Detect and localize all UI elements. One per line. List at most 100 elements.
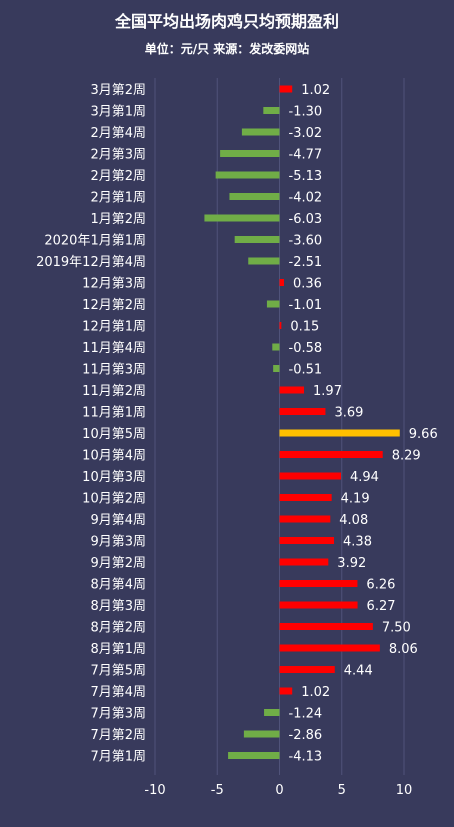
category-label-19: 10月第2周	[82, 492, 146, 507]
value-label-17: 8.29	[392, 449, 421, 464]
bar-4	[215, 171, 280, 179]
bar-18	[279, 472, 342, 480]
category-label-17: 10月第4周	[82, 449, 146, 464]
bar-6	[204, 214, 280, 222]
category-label-8: 2019年12月第4周	[36, 255, 146, 270]
bar-15	[279, 408, 326, 415]
value-label-24: 6.27	[367, 599, 396, 614]
category-label-14: 11月第2周	[82, 384, 146, 399]
value-label-27: 4.44	[344, 664, 373, 679]
value-label-21: 4.38	[343, 535, 372, 550]
category-label-25: 8月第2周	[90, 621, 146, 636]
bar-14	[279, 386, 305, 394]
value-label-25: 7.50	[382, 621, 411, 636]
category-label-7: 2020年1月第1周	[44, 234, 146, 249]
bar-29	[264, 709, 280, 716]
bar-13	[273, 365, 280, 372]
category-label-1: 3月第1周	[90, 105, 146, 120]
category-label-12: 11月第4周	[82, 341, 146, 356]
category-label-4: 2月第2周	[90, 169, 146, 184]
value-label-3: -4.77	[289, 148, 323, 163]
bar-2	[241, 128, 280, 136]
category-label-22: 9月第2周	[90, 556, 146, 571]
value-label-7: -3.60	[289, 234, 323, 249]
x-tick-label-0: -10	[144, 783, 165, 798]
bar-5	[229, 193, 280, 200]
category-label-11: 12月第1周	[82, 320, 146, 335]
value-label-8: -2.51	[289, 255, 323, 270]
bar-19	[279, 494, 332, 501]
x-tick-label-4: 10	[396, 783, 413, 798]
value-label-13: -0.51	[289, 363, 323, 378]
x-tick-label-2: 0	[275, 783, 283, 798]
value-label-9: 0.36	[293, 277, 322, 292]
bar-9	[279, 279, 284, 286]
value-label-5: -4.02	[289, 191, 323, 206]
category-label-10: 12月第2周	[82, 298, 146, 313]
x-tick-label-3: 5	[338, 783, 346, 798]
category-label-23: 8月第4周	[90, 578, 146, 593]
value-label-12: -0.58	[289, 341, 323, 356]
category-label-3: 2月第3周	[90, 148, 146, 163]
category-label-0: 3月第2周	[90, 83, 146, 98]
chart-subtitle: 单位：元/只 来源：发改委网站	[144, 42, 310, 56]
category-label-16: 10月第5周	[82, 427, 146, 442]
x-tick-label-1: -5	[211, 783, 224, 798]
bar-10	[266, 300, 280, 308]
value-label-29: -1.24	[289, 707, 323, 722]
bar-3	[220, 150, 280, 157]
bar-20	[279, 515, 331, 523]
category-label-15: 11月第1周	[82, 406, 146, 421]
value-label-23: 6.26	[366, 578, 395, 593]
category-label-6: 1月第2周	[90, 212, 146, 227]
bar-23	[279, 580, 358, 587]
bar-27	[279, 666, 335, 673]
category-label-28: 7月第4周	[90, 685, 146, 700]
bar-16	[279, 429, 400, 437]
value-label-26: 8.06	[389, 642, 418, 657]
category-label-26: 8月第1周	[90, 642, 146, 657]
bar-24	[279, 601, 358, 609]
bar-7	[234, 236, 280, 243]
value-label-2: -3.02	[289, 126, 323, 141]
bar-22	[279, 558, 329, 566]
value-label-11: 0.15	[290, 320, 319, 335]
category-label-29: 7月第3周	[90, 707, 146, 722]
value-label-4: -5.13	[289, 169, 323, 184]
value-label-16: 9.66	[409, 427, 438, 442]
bar-28	[279, 687, 293, 695]
category-label-27: 7月第5周	[90, 664, 146, 679]
bar-0	[279, 85, 293, 93]
value-label-22: 3.92	[337, 556, 366, 571]
category-label-21: 9月第3周	[90, 535, 146, 550]
category-label-9: 12月第3周	[82, 277, 146, 292]
bar-21	[279, 537, 335, 544]
value-label-6: -6.03	[289, 212, 323, 227]
value-label-20: 4.08	[339, 513, 368, 528]
bar-1	[263, 107, 280, 114]
chart-title: 全国平均出场肉鸡只均预期盈利	[114, 12, 339, 31]
value-label-15: 3.69	[334, 406, 363, 421]
category-label-2: 2月第4周	[90, 126, 146, 141]
category-label-5: 2月第1周	[90, 191, 146, 206]
category-label-31: 7月第1周	[90, 750, 146, 765]
category-label-24: 8月第3周	[90, 599, 146, 614]
bar-31	[228, 752, 280, 759]
value-label-31: -4.13	[289, 750, 323, 765]
value-label-0: 1.02	[301, 83, 330, 98]
category-label-30: 7月第2周	[90, 728, 146, 743]
category-label-18: 10月第3周	[82, 470, 146, 485]
value-label-10: -1.01	[289, 298, 323, 313]
bar-26	[279, 644, 380, 652]
value-label-18: 4.94	[350, 470, 379, 485]
value-label-1: -1.30	[289, 105, 323, 120]
category-label-20: 9月第4周	[90, 513, 146, 528]
value-label-14: 1.97	[313, 384, 342, 399]
bar-11	[279, 322, 282, 329]
value-label-19: 4.19	[341, 492, 370, 507]
bar-12	[272, 343, 280, 351]
bar-17	[279, 451, 383, 458]
bar-25	[279, 623, 373, 630]
